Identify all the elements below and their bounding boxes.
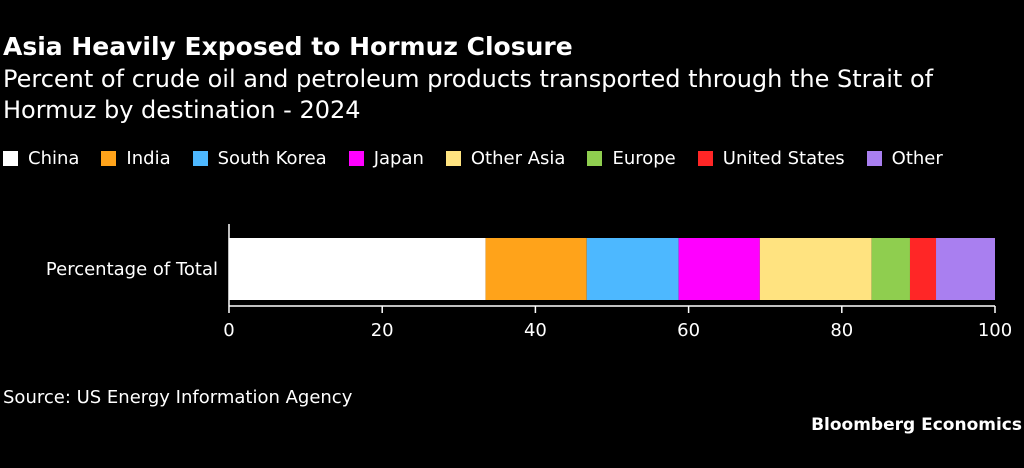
legend-swatch (866, 151, 882, 166)
bar-segment (678, 238, 760, 300)
legend-label: India (126, 148, 171, 169)
legend-label: Other (891, 148, 943, 169)
legend-label: Other Asia (470, 148, 566, 169)
bar-segment (909, 238, 937, 300)
legend-item: China (3, 145, 79, 172)
x-tick-label: 20 (371, 320, 394, 341)
legend-swatch (445, 151, 461, 166)
legend-item: India (101, 145, 171, 172)
legend-swatch (697, 151, 713, 166)
chart-title: Asia Heavily Exposed to Hormuz Closure (3, 32, 573, 61)
x-tick-label: 80 (830, 320, 853, 341)
bar-segment (936, 238, 995, 300)
bar-segment (586, 238, 679, 300)
legend-label: South Korea (217, 148, 327, 169)
bar-segment (229, 238, 486, 300)
legend-item: Europe (587, 145, 676, 172)
bar-segment (485, 238, 587, 300)
source-note: Source: US Energy Information Agency (3, 387, 353, 408)
x-tick-label: 0 (223, 320, 234, 341)
chart-subtitle: Percent of crude oil and petroleum produ… (3, 65, 934, 124)
legend-item: Japan (348, 145, 424, 172)
bar-segment (759, 238, 872, 300)
legend-label: China (28, 148, 80, 169)
legend-item: United States (697, 145, 845, 172)
brand-logo-text: Bloomberg Economics (811, 415, 1022, 435)
legend-swatch (192, 151, 208, 166)
legend-item: Other (866, 145, 943, 172)
x-tick-label: 100 (978, 320, 1012, 341)
legend-swatch (101, 151, 117, 166)
legend-swatch (587, 151, 603, 166)
legend-item: South Korea (192, 145, 327, 172)
legend-swatch (348, 151, 364, 166)
stacked-bar-chart: Percentage of Total 0 20 40 60 80 100 (46, 224, 1012, 341)
legend-label: Europe (612, 148, 676, 169)
legend-label: United States (722, 148, 845, 169)
legend-label: Japan (373, 148, 424, 169)
legend-swatch (3, 151, 18, 166)
bar-segment (871, 238, 910, 300)
x-tick-label: 40 (524, 320, 547, 341)
x-tick-label: 60 (677, 320, 700, 341)
legend-item: Other Asia (445, 145, 566, 172)
legend: China India South Korea Japan Other Asia Euro… (3, 145, 1018, 172)
category-label: Percentage of Total (46, 259, 218, 280)
